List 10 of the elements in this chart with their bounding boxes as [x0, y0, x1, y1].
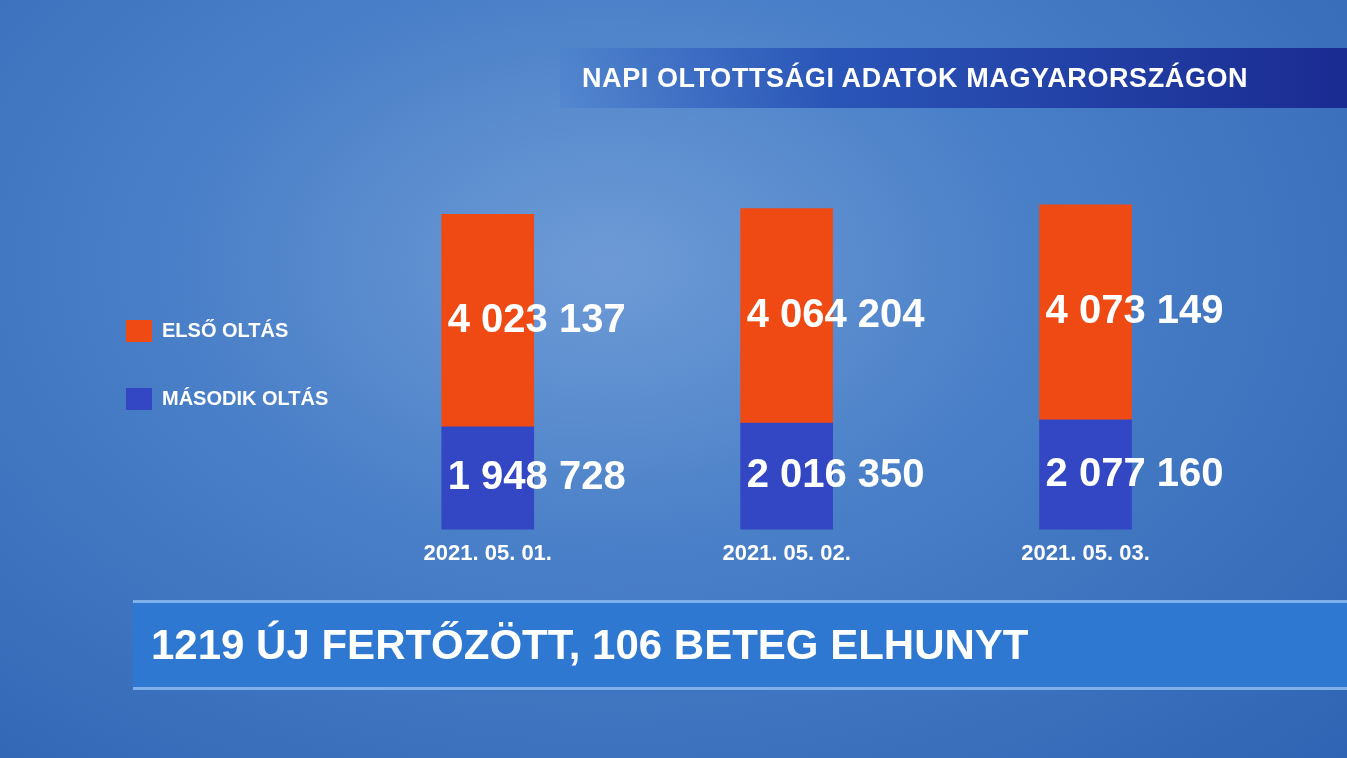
- x-tick-label: 2021. 05. 01.: [423, 539, 552, 565]
- data-label: 2 077 160: [1045, 449, 1224, 494]
- data-label: 2 016 350: [746, 451, 925, 496]
- x-tick-label: 2021. 05. 03.: [1021, 539, 1150, 565]
- chart-title: NAPI OLTOTTSÁGI ADATOK MAGYARORSZÁGON: [582, 62, 1249, 94]
- text: 1219 ÚJ FERTŐZÖTT, 106 BETEG ELHUNYT: [151, 621, 1029, 669]
- data-label: 1 948 728: [447, 453, 626, 498]
- legend-label: MÁSODIK OLTÁS: [162, 386, 329, 409]
- x-tick-label: 2021. 05. 02.: [722, 539, 851, 565]
- legend-label: ELSŐ OLTÁS: [162, 318, 289, 341]
